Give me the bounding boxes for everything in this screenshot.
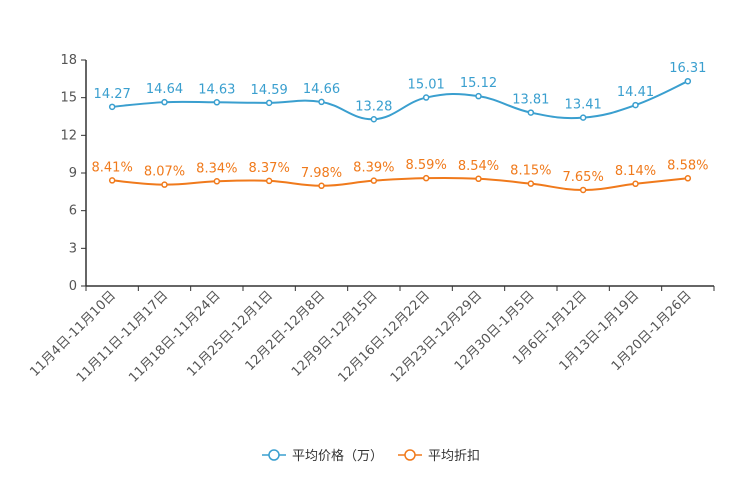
data-label: 16.31 [669, 61, 706, 76]
data-label: 13.81 [512, 93, 549, 108]
data-label: 14.66 [303, 82, 340, 97]
legend-item-average-discount: 平均折扣 [398, 449, 480, 464]
data-point [579, 114, 587, 121]
data-point [632, 101, 639, 109]
legend-marker-icon [268, 449, 280, 461]
legend: 平均价格（万） 平均折扣 [262, 448, 480, 464]
data-point [632, 180, 639, 188]
y-tick-label: 12 [60, 128, 77, 143]
data-point [318, 98, 325, 106]
data-label: 14.64 [146, 82, 183, 97]
data-label: 15.01 [408, 78, 445, 93]
data-point [161, 181, 168, 188]
data-label: 8.41% [92, 160, 133, 175]
series-average-price: 14.27 14.64 14.63 14.59 14.66 13.28 15.01 15.12… [94, 61, 706, 123]
data-point [475, 175, 482, 183]
data-label: 8.54% [458, 159, 499, 174]
data-label: 7.98% [301, 166, 342, 181]
y-tick-label: 9 [69, 166, 77, 181]
data-label: 13.41 [565, 98, 602, 113]
data-point [213, 99, 221, 106]
y-tick-label: 18 [60, 53, 77, 68]
data-point [475, 92, 482, 100]
series-layer: 14.27 14.64 14.63 14.59 14.66 13.28 15.01 15.12… [92, 61, 708, 194]
data-point [684, 77, 692, 85]
data-label: 8.15% [510, 164, 551, 179]
data-point [527, 109, 535, 116]
series-line [112, 176, 688, 191]
data-point [422, 94, 430, 101]
data-point [265, 177, 273, 185]
series-line [112, 80, 689, 121]
data-point [684, 175, 692, 182]
x-tick-label: 12月23日-12月29日 [388, 288, 485, 385]
series-average-discount: 8.41% 8.07% 8.34% 8.37% 7.98% 8.39% 8.59% 8.54%… [92, 158, 708, 194]
legend-label: 平均价格（万） [292, 448, 383, 464]
x-tick-label: 11月11日-11月17日 [74, 288, 171, 385]
data-point [213, 178, 221, 185]
y-tick-label: 6 [69, 204, 77, 219]
data-point [161, 98, 168, 106]
data-point [527, 180, 535, 187]
data-label: 14.63 [198, 82, 235, 97]
data-label: 14.27 [94, 87, 131, 102]
data-label: 8.34% [196, 161, 237, 176]
data-label: 13.28 [355, 99, 392, 114]
data-point [108, 177, 116, 184]
data-point [265, 99, 273, 107]
data-label: 7.65% [563, 170, 604, 185]
data-label: 15.12 [460, 76, 497, 91]
data-label: 8.14% [615, 164, 656, 179]
data-point [579, 186, 587, 194]
data-label: 8.58% [667, 158, 708, 173]
data-point [108, 103, 116, 111]
data-label: 8.07% [144, 165, 185, 180]
y-tick-label: 0 [69, 279, 77, 294]
data-point [370, 116, 378, 123]
y-tick-label: 15 [60, 91, 77, 106]
legend-marker-icon [404, 449, 416, 461]
x-tick-label: 11月4日-11月10日 [27, 288, 119, 380]
x-tick-label: 11月18日-11月24日 [126, 288, 223, 385]
data-label: 14.59 [251, 83, 288, 98]
legend-label: 平均折扣 [428, 449, 480, 464]
data-point [422, 174, 430, 182]
data-label: 8.39% [353, 161, 394, 176]
data-label: 8.59% [406, 158, 447, 173]
data-label: 14.41 [617, 85, 654, 100]
legend-item-average-price: 平均价格（万） [262, 448, 383, 464]
y-tick-label: 3 [69, 241, 77, 256]
data-label: 8.37% [249, 161, 290, 176]
x-tick-label: 12月16日-12月22日 [336, 288, 433, 385]
data-point [318, 182, 325, 190]
data-point [370, 177, 378, 184]
